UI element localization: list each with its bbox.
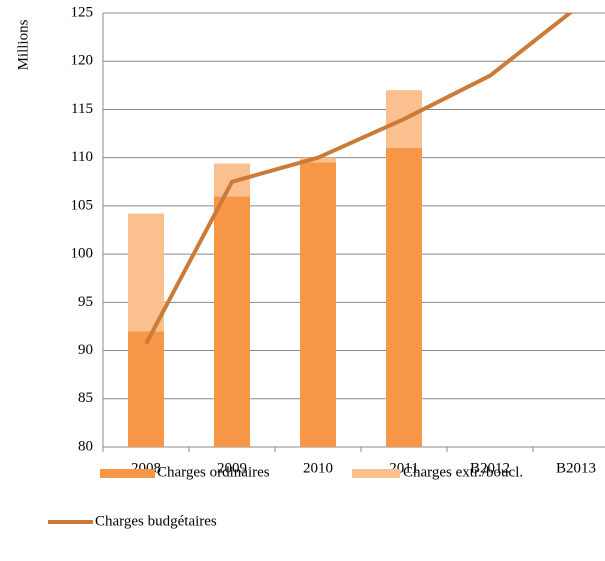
- legend-swatch: [100, 469, 155, 478]
- y-tick-label: 105: [71, 197, 94, 213]
- line: [144, 13, 574, 345]
- bar: [214, 196, 250, 447]
- plot: [128, 13, 574, 447]
- y-tick-label: 85: [78, 390, 93, 406]
- bar: [386, 148, 422, 447]
- x-tick-label: 2010: [303, 460, 333, 476]
- y-tick-label: 100: [71, 246, 94, 262]
- bar: [300, 157, 336, 163]
- legend-label: Charges budgétaires: [95, 513, 217, 529]
- legend-label: Charges extr./boucl.: [403, 464, 523, 480]
- y-tick-label: 120: [71, 53, 94, 69]
- bar: [300, 162, 336, 447]
- y-tick-label: 125: [71, 4, 94, 20]
- y-tick-label: 90: [78, 342, 93, 358]
- y-tick-label: 80: [78, 438, 93, 454]
- x-tick-label: 2009: [217, 460, 247, 476]
- x-tick-label: B2012: [470, 460, 510, 476]
- y-tick-label: 110: [71, 149, 93, 165]
- legend-label: Charges ordinaires: [157, 464, 270, 480]
- y-tick-label: 95: [78, 294, 93, 310]
- y-axis-label: Millions: [15, 19, 31, 70]
- bar: [128, 331, 164, 447]
- bar: [128, 213, 164, 332]
- y-tick-label: 115: [71, 101, 93, 117]
- legend-swatch: [352, 469, 400, 478]
- x-tick-label: B2013: [556, 460, 596, 476]
